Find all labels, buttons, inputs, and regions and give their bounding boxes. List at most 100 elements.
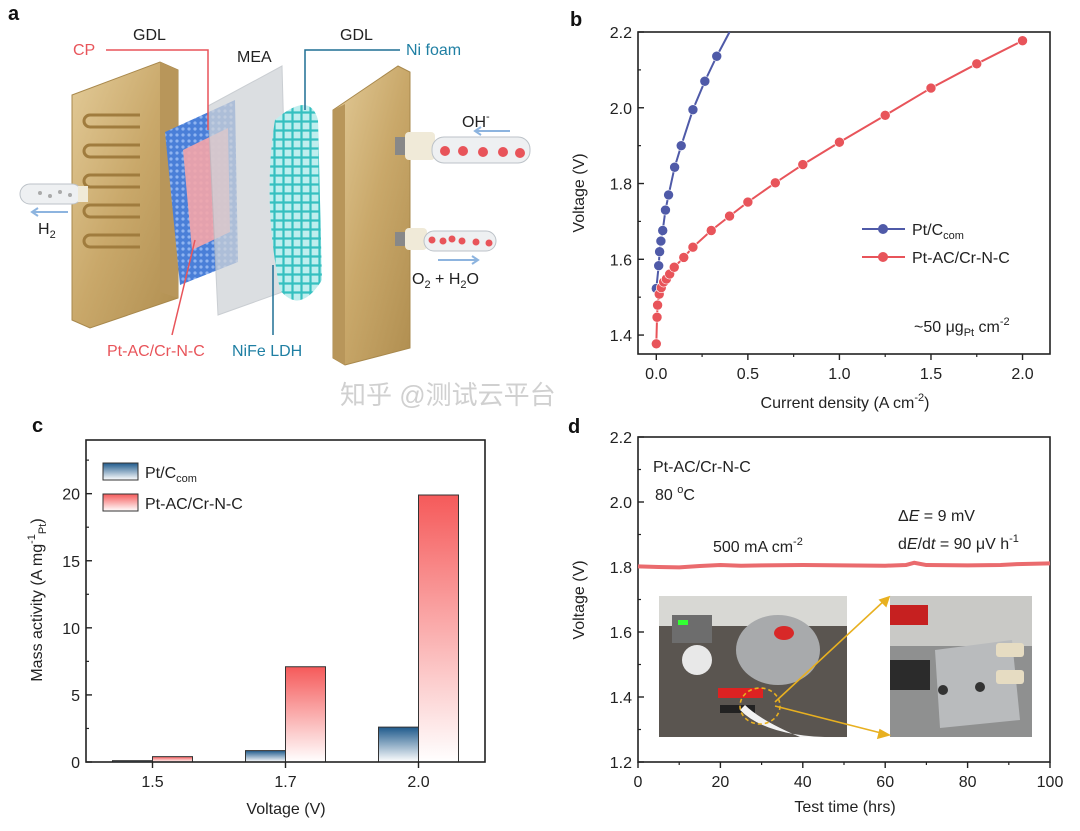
- y-tick-label: 2.0: [610, 495, 632, 512]
- x-axis-label-b: Current density (A cm-2): [761, 392, 930, 412]
- label-oh: OH-: [462, 111, 490, 131]
- bar-1-1.7: [285, 666, 326, 763]
- data-point: [652, 299, 663, 311]
- legend-marker-ptac: [878, 252, 888, 262]
- x-tick-label: 60: [876, 774, 894, 791]
- data-point: [705, 225, 717, 236]
- y-tick-label: 10: [62, 621, 80, 638]
- legend-label-ptac: Pt-AC/Cr-N-C: [912, 250, 1010, 267]
- data-point: [669, 161, 680, 173]
- x-axis-label-d: Test time (hrs): [794, 799, 895, 816]
- nife-ldh-foam: [269, 105, 322, 301]
- label-ni-foam: Ni foam: [406, 42, 461, 59]
- data-point: [653, 260, 664, 272]
- o2-arrow-icon: [438, 255, 480, 265]
- stability-chart: 1.2 1.4 1.6 1.8 2.0 2.2 0 20 40 60 80 100 Pt-AC/Cr-…: [571, 430, 1063, 816]
- setup-photo-left: [659, 596, 850, 738]
- legend-swatch-ptc: [102, 462, 139, 481]
- bar-0-1.7: [245, 750, 286, 763]
- y-tick-label: 1.4: [610, 690, 632, 707]
- mass-activity-chart: 0 5 10 15 20 1.5 1.7 2.0 Pt/Ccom Pt-AC/Cr-N-C V…: [26, 439, 486, 818]
- label-o2-h2o: O2 + H2O: [412, 271, 479, 291]
- y-axis-label-b: Voltage (V): [571, 153, 588, 232]
- y-tick-label: 1.6: [610, 625, 632, 642]
- y-tick-label: 1.6: [610, 252, 632, 269]
- data-point: [654, 246, 665, 258]
- y-axis-label-d: Voltage (V): [571, 560, 588, 639]
- label-h2: H2: [38, 221, 56, 241]
- x-tick-label: 2.0: [1011, 366, 1033, 383]
- data-point: [651, 311, 663, 323]
- y-tick-label: 2.2: [610, 25, 632, 42]
- y-tick-label: 2.0: [610, 101, 632, 118]
- data-point: [834, 136, 845, 148]
- panel-label-b: b: [570, 9, 582, 31]
- y-tick-label: 1.2: [610, 755, 632, 772]
- loading-annotation: ~50 μgPt cm-2: [914, 316, 1010, 339]
- y-tick-label: 20: [62, 487, 80, 504]
- x-axis-label-c: Voltage (V): [246, 801, 325, 818]
- bar-1-1.5: [152, 756, 193, 763]
- data-point: [657, 225, 669, 236]
- oh-arrow-icon: [473, 126, 510, 136]
- h2-outlet-tube: [19, 183, 88, 217]
- flow-channel: [82, 113, 140, 249]
- series-line-1: [655, 39, 1023, 344]
- y-tick-label: 1.8: [610, 560, 632, 577]
- data-point: [711, 50, 723, 62]
- legend-label-ptc: Pt/Ccom: [912, 222, 964, 242]
- x-tick-label: 2.0: [407, 774, 429, 791]
- data-point: [668, 261, 680, 273]
- data-point: [971, 58, 983, 70]
- panel-label-d: d: [568, 416, 580, 438]
- highlight-circle: [739, 687, 781, 725]
- y-tick-label: 15: [62, 554, 80, 571]
- x-tick-label: 1.5: [141, 774, 163, 791]
- legend-label-ptc: Pt/Ccom: [145, 465, 197, 485]
- data-point: [770, 177, 781, 189]
- x-tick-label: 100: [1037, 774, 1064, 791]
- label-gdl-right: GDL: [340, 27, 373, 44]
- bar-1-2.0: [418, 494, 459, 763]
- data-point: [687, 104, 699, 115]
- legend-swatch-ptac: [102, 493, 139, 512]
- data-point: [660, 204, 671, 216]
- data-point: [797, 159, 809, 170]
- cp-leader-line: [106, 49, 209, 130]
- label-cp: CP: [73, 42, 95, 59]
- h2-arrow-icon: [30, 207, 68, 217]
- oh-inlet-tube: [395, 126, 531, 164]
- sample-annotation: Pt-AC/Cr-N-C: [653, 459, 751, 476]
- delta-e-annotation: ΔE = 9 mV: [898, 508, 975, 525]
- x-tick-label: 80: [959, 774, 977, 791]
- ni-foam-leader-line: [304, 49, 400, 110]
- data-point: [687, 241, 699, 253]
- o2-outlet-tube: [395, 228, 497, 265]
- x-tick-label: 0.5: [737, 366, 759, 383]
- y-tick-label: 1.8: [610, 177, 632, 194]
- electrolyzer-schematic: GDL CP MEA GDL Ni foam OH- H2 O2 + H2O P…: [19, 27, 531, 366]
- y-tick-label: 2.2: [610, 430, 632, 447]
- x-tick-label: 0.0: [645, 366, 667, 383]
- x-tick-label: 40: [794, 774, 812, 791]
- y-tick-label: 0: [71, 755, 80, 772]
- watermark: 知乎 @测试云平台: [340, 380, 556, 410]
- data-point: [655, 235, 667, 247]
- y-tick-label: 1.4: [610, 328, 632, 345]
- catalyst-leader-line: [171, 239, 196, 336]
- data-point: [663, 189, 674, 201]
- setup-photo-right: [890, 596, 1032, 737]
- label-cathode-catalyst: Pt-AC/Cr-N-C: [107, 343, 205, 360]
- temperature-annotation: 80 oC: [655, 484, 695, 504]
- voltage-trace: [637, 560, 1051, 570]
- data-point: [699, 75, 711, 87]
- panel-label-a: a: [8, 3, 20, 25]
- data-point: [1017, 35, 1028, 47]
- x-tick-label: 1.7: [274, 774, 296, 791]
- left-plate-side: [160, 62, 178, 298]
- label-mea: MEA: [237, 49, 272, 66]
- plot-frame-b: [637, 31, 1051, 355]
- data-point: [879, 110, 891, 121]
- panel-label-c: c: [32, 415, 43, 437]
